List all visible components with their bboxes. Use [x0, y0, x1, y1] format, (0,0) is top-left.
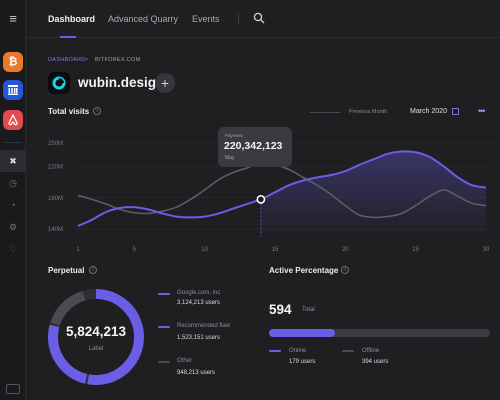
offline-label: Offline: [362, 348, 380, 354]
y-tick-label: 140M: [48, 227, 63, 233]
perpetual-title: Perpetual: [48, 266, 85, 275]
offline-swatch: [342, 350, 354, 352]
active-tab-indicator: [60, 36, 76, 38]
legend-name-recommended: Recommended flaw: [177, 323, 231, 329]
bitcoin-app-icon[interactable]: ₿: [3, 52, 23, 72]
donut-segment: [48, 289, 144, 385]
legend-swatch-recommended: [158, 326, 170, 328]
more-options-icon[interactable]: •••: [478, 106, 486, 116]
tooltip-month: May: [225, 155, 235, 161]
page-title: wubin.design: [78, 75, 165, 90]
offline-value: 394 users: [362, 359, 389, 365]
breadcrumb-separator: >: [85, 57, 89, 63]
tooltip-value: 220,342,123: [224, 140, 283, 152]
perpetual-donut-chart: [48, 289, 144, 385]
history-icon[interactable]: ◷: [9, 177, 17, 188]
month-selector[interactable]: March 2020: [410, 108, 447, 115]
legend-swatch-google: [158, 293, 170, 295]
active-progress-fill: [269, 329, 336, 337]
tab-dashboard[interactable]: Dashboard: [48, 14, 96, 24]
active-percentage-title: Active Percentage: [269, 266, 339, 275]
legend-swatch-other: [158, 361, 170, 363]
x-tick-label: 1: [76, 247, 80, 253]
left-rail: ≡ ₿ ✖ ◷ ◔ ⚙ ♡: [0, 0, 26, 400]
perpetual-total: 5,824,213: [65, 324, 127, 339]
online-label: Online: [289, 348, 307, 354]
total-visits-title: Total visits: [48, 107, 90, 116]
logo-icon: [52, 76, 66, 90]
rail-divider: [5, 142, 21, 143]
chart-tooltip: Payment 220,342,123 May: [218, 127, 292, 167]
breadcrumb-dashboard[interactable]: DASHBOARD: [48, 57, 86, 63]
active-progress-bar: [269, 329, 490, 337]
donut-segment: [48, 289, 144, 385]
info-icon[interactable]: i: [93, 107, 101, 115]
online-value: 179 users: [289, 359, 316, 365]
add-button[interactable]: +: [155, 73, 175, 93]
breadcrumb-site: BITFOREX.COM: [95, 57, 141, 63]
legend-name-google: Google.com, inc: [177, 290, 221, 296]
y-tick-label: 250M: [48, 141, 63, 147]
top-nav: Dashboard Advanced Quarry Events: [26, 0, 500, 38]
x-tick-label: 25: [412, 247, 419, 253]
y-tick-label: 220M: [48, 164, 63, 170]
favorite-icon[interactable]: ♡: [8, 243, 18, 254]
tools-icon[interactable]: ✖: [0, 150, 26, 172]
airbnb-logo-icon: [8, 114, 18, 126]
tab-events[interactable]: Events: [192, 14, 220, 24]
previous-month-legend-line: [310, 112, 340, 113]
nav-divider: [238, 13, 239, 25]
airbnb-app-icon[interactable]: [3, 110, 23, 130]
calendar-icon[interactable]: [452, 108, 459, 115]
perpetual-total-label: Label: [88, 346, 104, 352]
y-tick-label: 180M: [48, 196, 63, 202]
series-area-fill: [260, 151, 486, 237]
site-logo: [48, 72, 70, 94]
payment-app-icon[interactable]: [3, 80, 23, 100]
active-total: 594: [269, 302, 292, 317]
legend-value-recommended: 1,523,151 users: [177, 335, 221, 341]
collapse-sidebar-icon[interactable]: [6, 384, 20, 394]
rail-tools: ✖ ◷ ◔ ⚙ ♡: [0, 150, 26, 260]
legend-value-google: 3,124,213 users: [177, 300, 221, 306]
legend-value-other: 948,213 users: [177, 370, 216, 376]
highlight-point[interactable]: [256, 194, 266, 204]
previous-month-legend: Previous Month: [349, 109, 388, 115]
tab-advanced-quarry[interactable]: Advanced Quarry: [108, 14, 179, 24]
settings-icon[interactable]: ⚙: [8, 221, 18, 232]
x-tick-label: 15: [272, 247, 279, 253]
info-icon[interactable]: i: [89, 266, 97, 274]
bitcoin-glyph: ₿: [8, 56, 18, 68]
x-tick-label: 5: [133, 247, 137, 253]
series-line-current: [77, 150, 487, 227]
clock-icon[interactable]: ◔: [10, 200, 16, 210]
search-icon[interactable]: [253, 12, 265, 24]
tooltip-label: Payment: [225, 133, 243, 138]
columns-icon: [8, 85, 18, 95]
online-swatch: [269, 350, 281, 352]
hamburger-menu-icon[interactable]: ≡: [9, 11, 17, 26]
x-tick-label: 10: [201, 247, 208, 253]
info-icon[interactable]: i: [341, 266, 349, 274]
x-tick-label: 30: [483, 247, 490, 253]
x-tick-label: 20: [342, 247, 349, 253]
legend-name-other: Other: [177, 358, 193, 364]
active-total-label: Total: [302, 307, 315, 313]
